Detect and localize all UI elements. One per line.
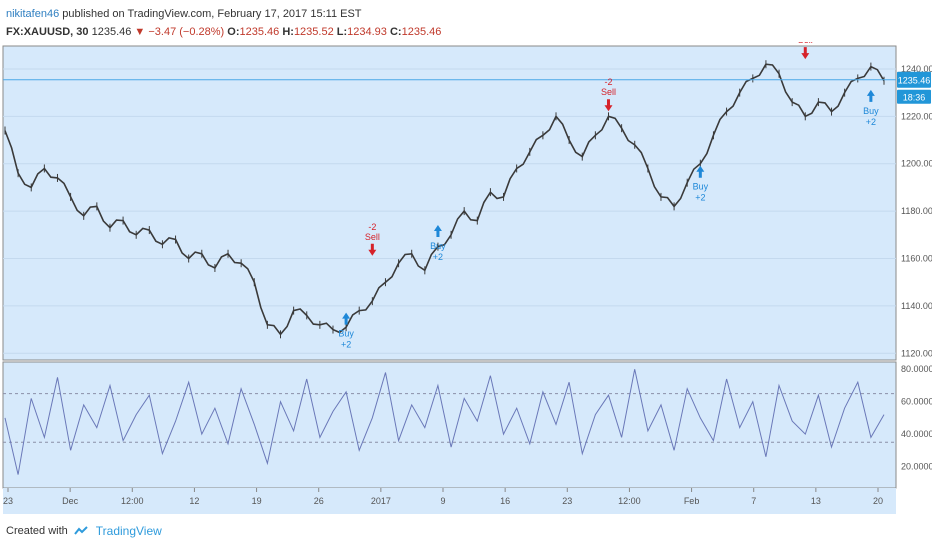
rsi-tick-label: 20.0000	[901, 462, 932, 472]
arrow-up-icon	[696, 165, 705, 178]
last-price-badge-text: 1235.46	[898, 76, 931, 86]
countdown-badge-text: 18:36	[903, 93, 926, 103]
signal-qty: -2	[368, 222, 376, 232]
x-tick-label: 2017	[371, 496, 391, 506]
signal-label: Sell	[365, 232, 380, 242]
created-with-text: Created with	[6, 525, 68, 537]
signal-qty: +2	[341, 340, 351, 350]
symbol-legend: FX:XAUUSD, 30 1235.46 ▼ −3.47 (−0.28%) O…	[6, 26, 441, 38]
signal-label: Sell	[798, 42, 813, 45]
price-tick-label: 1240.00	[901, 64, 932, 74]
high-label: H:	[282, 26, 294, 38]
rsi-series-line	[4, 369, 885, 475]
x-tick-label: 23	[562, 496, 572, 506]
x-tick-label: Feb	[684, 496, 700, 506]
x-tick-label: Dec	[62, 496, 79, 506]
price-tick-label: 1220.00	[901, 111, 932, 121]
author-link[interactable]: nikitafen46	[6, 8, 60, 20]
signal-label: Sell	[601, 87, 616, 97]
last-price-badge: 1235.46	[897, 71, 931, 88]
rsi-tick-label: 60.0000	[901, 397, 932, 407]
signal-qty: +2	[866, 117, 876, 127]
signal-label: Buy	[430, 241, 446, 251]
arrow-up-icon	[433, 224, 442, 237]
x-tick-label: 12:00	[618, 496, 641, 506]
price-change: ▼ −3.47 (−0.28%)	[134, 26, 225, 38]
price-tick-label: 1120.00	[901, 348, 932, 358]
time-axis-background	[3, 488, 896, 514]
x-tick-label: 12:00	[121, 496, 144, 506]
x-tick-label: 23	[3, 496, 13, 506]
tradingview-brand[interactable]: TradingView	[95, 524, 162, 538]
buy-signal-marker: Buy+2	[693, 165, 709, 203]
price-pane-background	[2, 45, 897, 361]
price-tick-label: 1140.00	[901, 301, 932, 311]
buy-signal-marker: Buy+2	[338, 312, 354, 350]
arrow-down-icon	[368, 243, 377, 256]
published-text: published on TradingView.com, February 1…	[62, 8, 362, 20]
signal-qty: +2	[695, 193, 705, 203]
price-tick-label: 1180.00	[901, 206, 932, 216]
last-price: 1235.46	[91, 26, 132, 38]
x-tick-label: 19	[252, 496, 262, 506]
tradingview-logo-icon	[73, 526, 88, 535]
x-tick-label: 7	[751, 496, 756, 506]
price-tick-label: 1160.00	[901, 253, 932, 263]
open-value: 1235.46	[239, 26, 280, 38]
arrow-up-icon	[866, 89, 875, 102]
close-value: 1235.46	[401, 26, 442, 38]
footer: Created with TradingView	[6, 524, 162, 538]
signal-label: Buy	[693, 182, 709, 192]
signal-label: Buy	[863, 106, 879, 116]
rsi-tick-label: 40.0000	[901, 429, 932, 439]
close-label: C:	[389, 26, 402, 38]
arrow-down-icon	[604, 99, 613, 112]
rsi-tick-label: 80.0000	[901, 364, 932, 374]
low-value: 1234.93	[347, 26, 387, 38]
arrow-down-icon	[801, 47, 810, 60]
symbol-name: FX:XAUUSD, 30	[6, 26, 89, 38]
arrow-up-icon	[342, 312, 351, 325]
signal-qty: +2	[433, 252, 443, 262]
price-series-line	[4, 63, 885, 336]
open-label: O:	[227, 26, 240, 38]
high-value: 1235.52	[293, 26, 334, 38]
buy-signal-marker: Buy+2	[863, 89, 879, 127]
x-tick-label: 16	[500, 496, 510, 506]
countdown-badge: 18:36	[897, 89, 931, 104]
x-tick-label: 20	[873, 496, 883, 506]
price-tick-label: 1200.00	[901, 159, 932, 169]
x-tick-label: 9	[440, 496, 445, 506]
rsi-pane-background	[2, 361, 897, 489]
x-tick-label: 26	[314, 496, 324, 506]
low-label: L:	[336, 26, 348, 38]
signal-label: Buy	[338, 329, 354, 339]
buy-signal-marker: Buy+2	[430, 224, 446, 262]
x-tick-label: 12	[189, 496, 199, 506]
x-tick-label: 13	[811, 496, 821, 506]
publish-info: nikitafen46 published on TradingView.com…	[6, 8, 362, 20]
signal-qty: -2	[604, 77, 612, 87]
